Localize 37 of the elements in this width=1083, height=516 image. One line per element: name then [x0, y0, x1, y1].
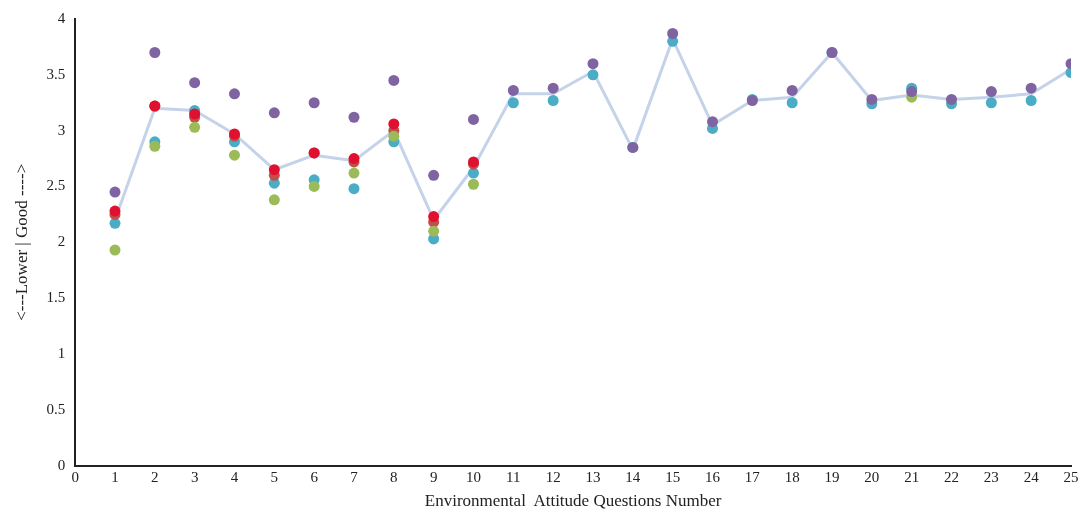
y-tick-label: 1.5 [46, 289, 66, 306]
x-tick-label: 18 [784, 468, 800, 485]
x-tick-label: 9 [429, 468, 438, 485]
y-tick-label: 3 [57, 121, 66, 138]
x-tick-label: 15 [665, 468, 681, 485]
x-tick-label: 13 [585, 468, 601, 485]
x-tick-label: 0 [71, 468, 79, 485]
x-axis-title: Environmental Attitude Questions Number [424, 491, 722, 511]
y-tick-label: 0.5 [46, 400, 66, 417]
x-tick-label: 3 [190, 468, 199, 485]
x-tick-label: 11 [506, 468, 521, 485]
x-tick-label: 2 [151, 468, 159, 485]
y-tick-label: 3.5 [46, 65, 66, 82]
x-tick-label: 22 [944, 468, 959, 485]
y-tick-label: 1 [57, 344, 66, 361]
x-tick-label: 19 [824, 468, 840, 485]
x-tick-label: 25 [1063, 468, 1079, 485]
x-tick-label: 8 [390, 468, 398, 485]
x-tick-label: 1 [111, 468, 119, 485]
x-tick-label: 7 [350, 468, 359, 485]
y-axis-title: <---Lower | Good ----> [11, 163, 31, 321]
x-tick-label: 17 [744, 468, 761, 485]
x-tick-label: 4 [230, 468, 239, 485]
x-tick-label: 14 [625, 468, 641, 485]
y-tick-label: 2.5 [46, 177, 66, 194]
y-tick-label: 0 [57, 456, 66, 473]
y-tick-label: 4 [57, 9, 66, 26]
x-tick-label: 21 [904, 468, 920, 485]
y-tick-label: 2 [57, 233, 66, 250]
x-tick-label: 6 [310, 468, 319, 485]
x-tick-label: 10 [465, 468, 481, 485]
x-tick-label: 12 [545, 468, 561, 485]
x-tick-label: 20 [864, 468, 880, 485]
x-tick-label: 23 [983, 468, 999, 485]
x-tick-label: 16 [704, 468, 721, 485]
x-tick-label: 24 [1023, 468, 1040, 485]
x-tick-label: 5 [270, 468, 279, 485]
